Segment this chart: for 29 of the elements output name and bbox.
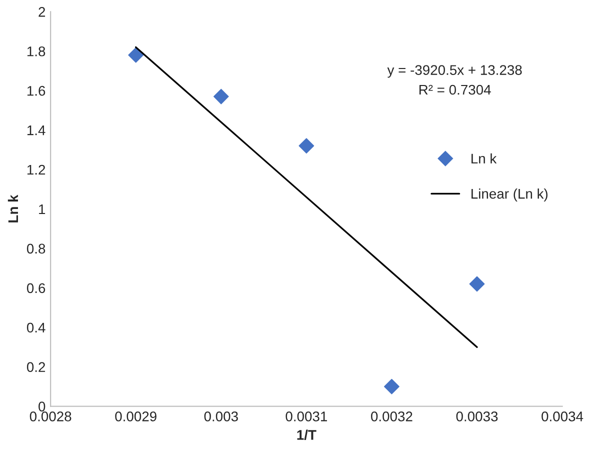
point <box>213 88 229 104</box>
point <box>298 138 314 154</box>
x-axis-title: 1/T <box>297 430 316 440</box>
annotation: y = -3920.5x + 13.238 <box>387 65 522 78</box>
x-tick-label: 0.0033 <box>456 412 498 422</box>
legend-label: Linear (Ln k) <box>472 188 548 202</box>
x-tick-label: 0.0034 <box>542 412 584 422</box>
y-tick-label: 0.6 <box>26 283 46 294</box>
y-tick-label: 1 <box>39 204 46 214</box>
y-tick-label: 0.8 <box>26 244 46 254</box>
y-tick-label: 1.2 <box>27 164 46 175</box>
y-tick-label: 1.8 <box>27 46 46 56</box>
x-tick-label: 0.003 <box>204 412 238 422</box>
y-tick-label: 1.4 <box>27 126 46 136</box>
y-axis-title: Ln k <box>8 194 18 222</box>
y-tick-label: 1.6 <box>27 86 46 96</box>
legend-label: Ln k <box>472 153 497 164</box>
y-tick-label: 0.4 <box>26 322 46 333</box>
point <box>128 47 144 63</box>
point <box>384 378 400 394</box>
point <box>469 276 485 292</box>
annotation: R² = 0.7304 <box>419 84 491 95</box>
y-tick-label: 0.2 <box>26 362 46 372</box>
x-tick-label: 0.0032 <box>371 412 412 422</box>
x-tick-label: 0.0028 <box>30 412 72 422</box>
x-tick-label: 0.0029 <box>115 412 156 422</box>
y-tick-label: 2 <box>38 7 46 17</box>
x-tick-label: 0.0031 <box>286 412 327 422</box>
y-tick-label: 0 <box>38 402 46 412</box>
